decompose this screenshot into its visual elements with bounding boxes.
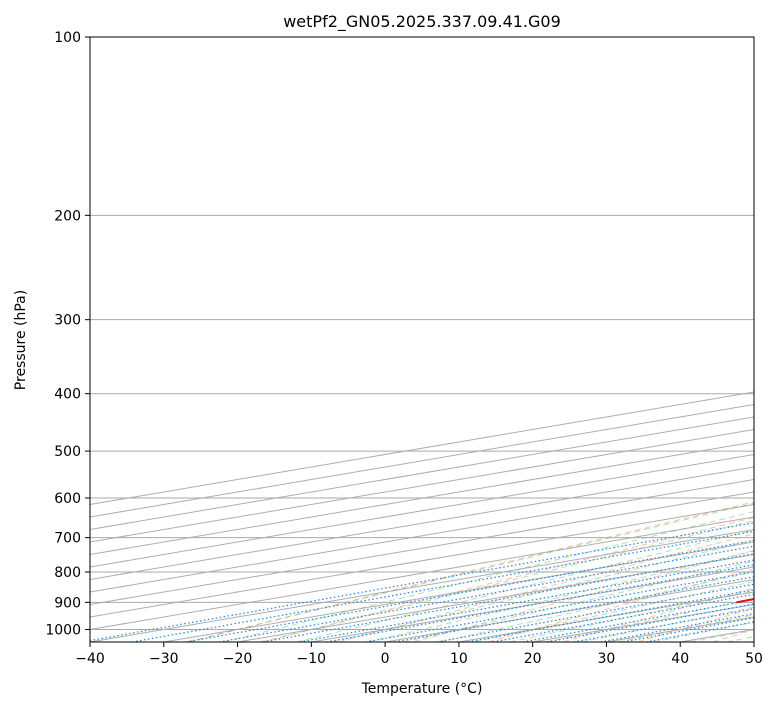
isotherm-line bbox=[90, 428, 754, 543]
x-tick-label: 10 bbox=[450, 651, 468, 667]
moist-adiabat-line bbox=[223, 511, 754, 642]
x-tick-label: 0 bbox=[381, 651, 390, 667]
y-tick-label: 400 bbox=[54, 387, 81, 403]
y-tick-label: 800 bbox=[54, 565, 81, 581]
chart-title: wetPf2_GN05.2025.337.09.41.G09 bbox=[283, 12, 561, 32]
moist-adiabat-line bbox=[438, 571, 754, 642]
x-tick-label: −30 bbox=[149, 651, 179, 667]
isotherm-line bbox=[90, 491, 754, 606]
y-tick-label: 600 bbox=[54, 491, 81, 507]
x-tick-label: 20 bbox=[524, 651, 542, 667]
x-tick-label: 30 bbox=[598, 651, 616, 667]
mixing-ratio-line bbox=[219, 545, 754, 642]
y-tick-label: 700 bbox=[54, 531, 81, 547]
isotherm-line bbox=[90, 516, 754, 631]
dry-adiabat-line bbox=[413, 550, 754, 642]
mixing-ratio-line bbox=[262, 553, 754, 642]
y-tick-label: 1000 bbox=[45, 622, 81, 638]
axes: −40 −30 −20 −10 0 10 20 30 40 50 100 200 300 400 500 60… bbox=[45, 30, 763, 667]
x-tick-label: 50 bbox=[745, 651, 763, 667]
mixing-ratio-line bbox=[600, 613, 754, 642]
x-tick-label: −10 bbox=[297, 651, 327, 667]
dry-adiabat-line bbox=[338, 533, 754, 642]
isotherm-line bbox=[90, 453, 754, 568]
background-lines bbox=[90, 37, 754, 642]
y-axis-title: Pressure (hPa) bbox=[13, 290, 29, 390]
y-tick-label: 100 bbox=[54, 30, 81, 46]
moist-adiabat-line bbox=[474, 580, 754, 642]
y-tick-label: 200 bbox=[54, 208, 81, 224]
mixing-ratio-line bbox=[299, 559, 754, 642]
y-tick-label: 900 bbox=[54, 595, 81, 611]
dry-adiabat-line bbox=[562, 587, 754, 642]
x-tick-label: 40 bbox=[671, 651, 689, 667]
mixing-ratio-line bbox=[623, 617, 754, 642]
y-tick-label: 300 bbox=[54, 313, 81, 329]
x-tick-label: −40 bbox=[75, 651, 105, 667]
isotherm-line bbox=[90, 478, 754, 593]
x-tick-label: −20 bbox=[223, 651, 253, 667]
plot-frame bbox=[89, 36, 755, 643]
isotherm-line bbox=[90, 441, 754, 556]
isotherm-line bbox=[90, 503, 754, 618]
moist-adiabat-line bbox=[367, 550, 754, 642]
mixing-ratio-line bbox=[185, 539, 754, 642]
isotherm-line bbox=[90, 528, 754, 642]
x-axis-title: Temperature (°C) bbox=[361, 681, 483, 697]
isotherm-line bbox=[90, 466, 754, 581]
y-tick-label: 500 bbox=[54, 444, 81, 460]
mixing-ratio-line bbox=[326, 564, 754, 642]
dry-adiabat-line bbox=[188, 501, 754, 642]
